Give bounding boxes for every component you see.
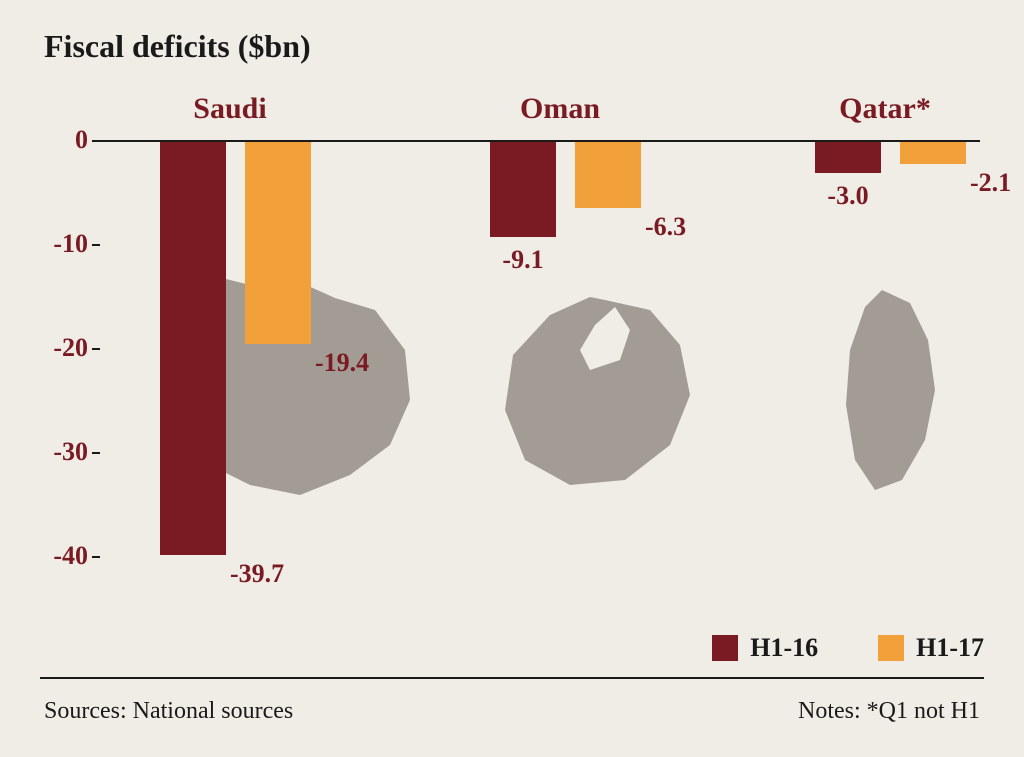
legend-item-h1-17: H1-17 <box>878 633 984 663</box>
value-label: -6.3 <box>645 212 686 242</box>
bar <box>160 142 226 555</box>
value-label: -2.1 <box>970 168 1011 198</box>
bar <box>575 142 641 208</box>
bar <box>490 142 556 237</box>
group-label: Saudi <box>193 92 266 126</box>
legend-label: H1-17 <box>916 633 984 663</box>
bar <box>245 142 311 344</box>
legend-item-h1-16: H1-16 <box>712 633 818 663</box>
y-tick-label: -40 <box>53 541 88 571</box>
qatar-map-icon <box>840 285 940 495</box>
y-tick-label: -10 <box>53 229 88 259</box>
chart-title: Fiscal deficits ($bn) <box>44 28 311 65</box>
y-tick-mark <box>92 452 100 454</box>
bar <box>900 142 966 164</box>
group-label: Qatar* <box>839 92 931 126</box>
notes-text: Notes: *Q1 not H1 <box>798 698 980 725</box>
value-label: -39.7 <box>230 559 284 589</box>
footer-divider <box>40 677 984 679</box>
y-tick-mark <box>92 140 100 142</box>
y-tick-mark <box>92 244 100 246</box>
y-tick-label: -30 <box>53 437 88 467</box>
sources-text: Sources: National sources <box>44 698 293 725</box>
value-label: -9.1 <box>502 245 543 275</box>
chart-area: 0-10-20-30-40 Saudi-39.7-19.4Oman-9.1-6.… <box>100 140 980 620</box>
oman-map-icon <box>495 295 695 490</box>
group-label: Oman <box>520 92 600 126</box>
value-label: -19.4 <box>315 348 369 378</box>
legend-swatch <box>712 635 738 661</box>
value-label: -3.0 <box>827 181 868 211</box>
y-tick-mark <box>92 348 100 350</box>
legend-swatch <box>878 635 904 661</box>
bar <box>815 142 881 173</box>
legend-label: H1-16 <box>750 633 818 663</box>
legend: H1-16 H1-17 <box>712 633 984 663</box>
y-tick-mark <box>92 556 100 558</box>
y-tick-label: 0 <box>75 125 88 155</box>
y-tick-label: -20 <box>53 333 88 363</box>
